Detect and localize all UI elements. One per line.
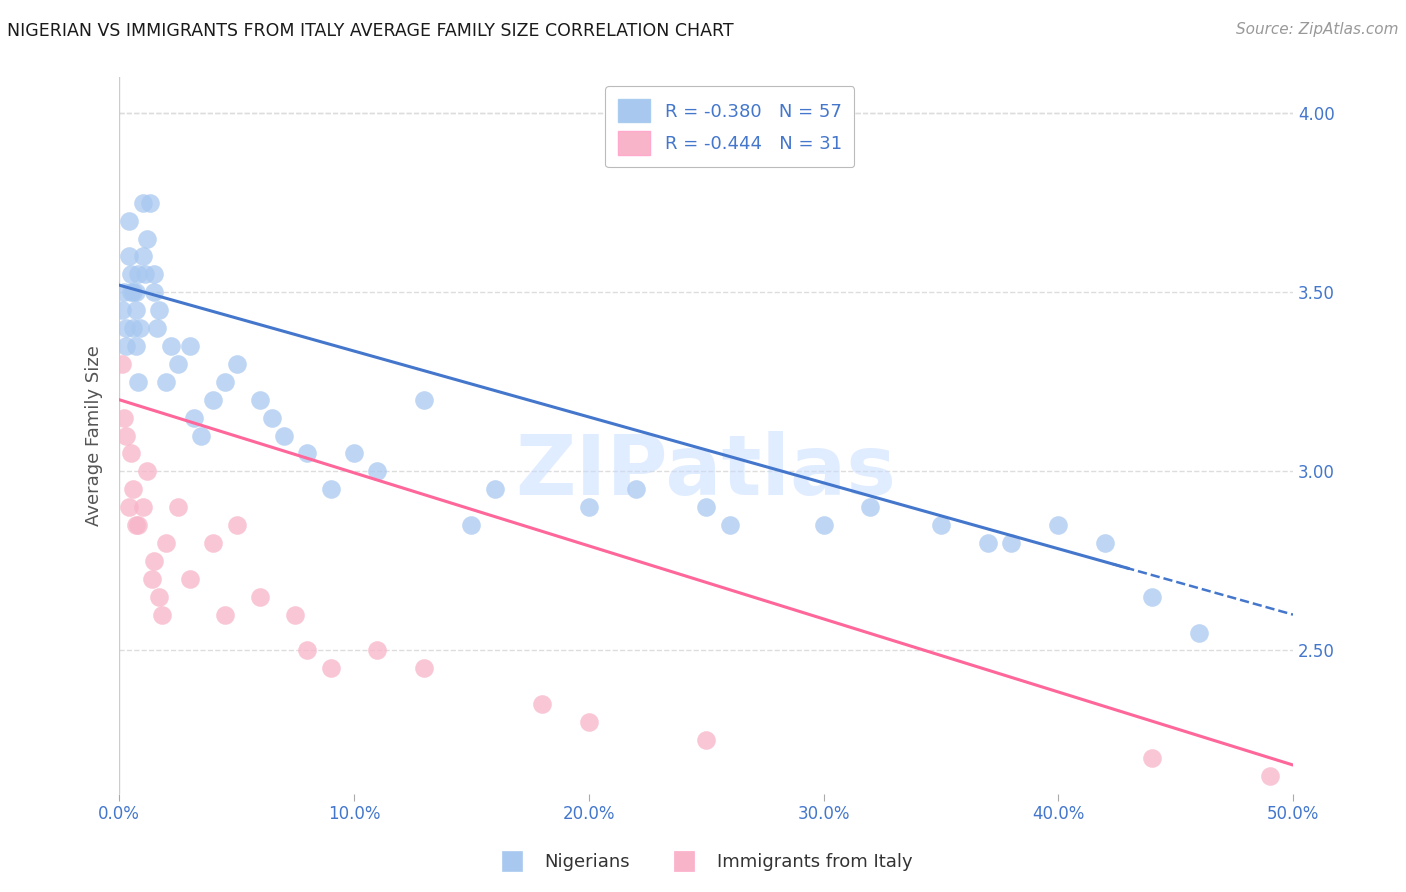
Point (484, 483, 506, 497)
Point (111, 303, 134, 318)
Point (112, 285, 135, 300)
Point (319, 483, 342, 497)
Point (122, 321, 145, 335)
Point (929, 518, 952, 533)
Point (1094, 536, 1116, 550)
Legend: R = -0.380   N = 57, R = -0.444   N = 31: R = -0.380 N = 57, R = -0.444 N = 31 (605, 87, 855, 167)
Point (1140, 590, 1163, 604)
Point (148, 590, 170, 604)
Point (120, 446, 142, 460)
Point (1140, 751, 1163, 765)
Point (112, 410, 135, 425)
Point (143, 268, 166, 282)
Point (695, 500, 717, 515)
Point (136, 231, 159, 245)
Point (413, 661, 436, 675)
Point (578, 714, 600, 729)
Point (125, 285, 148, 300)
Point (1047, 518, 1070, 533)
Point (695, 733, 717, 747)
Point (167, 500, 190, 515)
Point (120, 268, 142, 282)
Text: ZIPatlas: ZIPatlas (516, 431, 897, 512)
Legend: Nigerians, Immigrants from Italy: Nigerians, Immigrants from Italy (486, 847, 920, 879)
Point (179, 572, 201, 586)
Y-axis label: Average Family Size: Average Family Size (86, 345, 103, 526)
Point (122, 285, 145, 300)
Point (118, 250, 141, 264)
Text: NIGERIAN VS IMMIGRANTS FROM ITALY AVERAGE FAMILY SIZE CORRELATION CHART: NIGERIAN VS IMMIGRANTS FROM ITALY AVERAG… (7, 22, 734, 40)
Text: Source: ZipAtlas.com: Source: ZipAtlas.com (1236, 22, 1399, 37)
Point (183, 410, 205, 425)
Point (167, 357, 190, 371)
Point (295, 446, 318, 460)
Point (859, 500, 882, 515)
Point (122, 483, 145, 497)
Point (125, 518, 148, 533)
Point (179, 339, 201, 353)
Point (225, 518, 247, 533)
Point (127, 268, 149, 282)
Point (143, 554, 166, 568)
Point (578, 500, 600, 515)
Point (125, 303, 148, 318)
Point (115, 428, 138, 442)
Point (530, 697, 553, 711)
Point (141, 572, 163, 586)
Point (155, 375, 177, 389)
Point (413, 392, 436, 407)
Point (1258, 769, 1281, 783)
Point (813, 518, 835, 533)
Point (214, 375, 236, 389)
Point (343, 446, 366, 460)
Point (319, 661, 342, 675)
Point (118, 500, 141, 515)
Point (273, 428, 295, 442)
Point (143, 285, 166, 300)
Point (624, 483, 647, 497)
Point (129, 321, 152, 335)
Point (125, 339, 148, 353)
Point (977, 536, 1000, 550)
Point (284, 607, 307, 622)
Point (139, 195, 162, 210)
Point (214, 607, 236, 622)
Point (136, 464, 159, 478)
Point (132, 195, 155, 210)
Point (160, 339, 183, 353)
Point (202, 392, 225, 407)
Point (146, 321, 169, 335)
Point (1188, 625, 1211, 640)
Point (111, 357, 134, 371)
Point (366, 643, 388, 657)
Point (148, 303, 170, 318)
Point (150, 607, 173, 622)
Point (132, 250, 155, 264)
Point (120, 285, 142, 300)
Point (225, 357, 247, 371)
Point (118, 213, 141, 227)
Point (155, 536, 177, 550)
Point (366, 464, 388, 478)
Point (460, 518, 482, 533)
Point (127, 375, 149, 389)
Point (115, 339, 138, 353)
Point (718, 518, 741, 533)
Point (202, 536, 225, 550)
Point (249, 392, 271, 407)
Point (190, 428, 212, 442)
Point (132, 500, 155, 515)
Point (115, 321, 138, 335)
Point (127, 518, 149, 533)
Point (134, 268, 156, 282)
Point (260, 410, 283, 425)
Point (249, 590, 271, 604)
Point (295, 643, 318, 657)
Point (1000, 536, 1022, 550)
